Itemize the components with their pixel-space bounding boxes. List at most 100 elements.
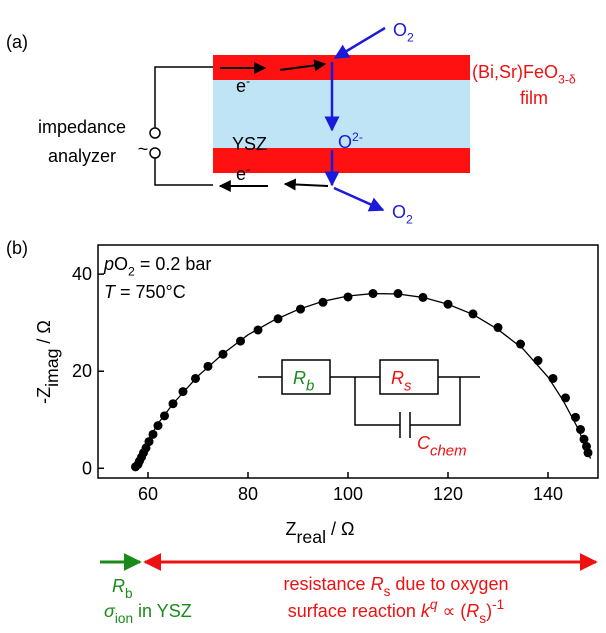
text-segment: (b) [6,238,28,258]
text-segment: k [421,601,431,621]
text-segment: ~ [138,139,149,159]
label: O2- [338,130,363,152]
electron-arrows [218,59,329,192]
text-segment: real [297,527,326,547]
text-segment: O [393,20,407,40]
text-segment: b [125,586,133,601]
x-tick-label: 120 [433,484,463,504]
circuit [258,359,480,438]
x-tick-label: 140 [533,484,563,504]
text-segment: -Z [34,387,54,404]
text-segment: - [246,162,250,176]
oxygen-arrows [324,26,386,212]
text-segment: = 750°C [115,282,186,302]
label: Cchem [417,433,467,460]
wire [154,66,213,186]
text-segment: Z [286,519,297,539]
label: e- [236,74,250,96]
label: e- [236,162,250,184]
text-segment: R [112,576,125,596]
text-segment: ) [486,601,492,621]
label: YSZ [232,134,267,154]
label: Zreal / Ω [286,519,355,547]
text-segment: imag [42,349,62,387]
text-segment: (Bi,Sr)FeO [472,62,558,82]
label: O2 [393,20,414,44]
y-tick-label: 20 [72,361,92,381]
label: impedance [38,117,126,137]
label: (b) [6,238,28,258]
data-point [576,424,585,434]
text-segment: chem [430,443,467,460]
text-segment: surface reaction [288,601,421,621]
data-point [343,292,353,302]
y-tick-label: 0 [82,458,92,478]
text-segment: e [236,76,246,96]
text-segment: p [103,254,114,274]
plot-frame [97,244,599,479]
y-tick-label: 40 [72,264,92,284]
x-tick-label: 60 [138,484,158,504]
data-point [516,339,525,349]
x-tick-label: 100 [333,484,363,504]
label: resistance Rs due to oxygen [284,574,509,599]
text-segment: R [293,368,306,388]
text-segment: O [338,132,352,152]
label: surface reaction kq ∝ (Rs)-1 [288,597,504,626]
text-segment: (a) [6,32,28,52]
text-segment: R [466,601,479,621]
label: T = 750°C [104,282,186,302]
terminal [149,127,161,139]
fit-line [134,292,592,469]
label: Rb [293,368,314,395]
label: Rb [112,576,133,601]
data-point [561,393,570,403]
text-segment: q [430,597,438,612]
text-segment: ∝ ( [437,601,466,621]
bottom-film [213,148,470,173]
label: σion in YSZ [104,601,192,626]
data-point [533,356,543,366]
text-segment: / Ω [326,519,354,539]
text-segment: = 0.2 bar [135,254,212,274]
text-segment: R [391,368,404,388]
text-segment: s [404,378,412,395]
label: (a) [6,32,28,52]
text-segment: T [104,282,117,302]
text-segment: impedance [38,117,126,137]
text-segment: R [371,574,384,594]
text-segment: YSZ [232,134,267,154]
x-tick-label: 80 [238,484,258,504]
text-segment: s [479,611,486,626]
text-segment: s [384,584,391,599]
text-segment: 3-δ [558,72,576,86]
text-segment: C [417,433,431,453]
text-segment: in YSZ [133,601,192,621]
text-segment: film [520,88,548,108]
label: film [520,88,548,108]
text-segment: 2 [406,212,413,226]
text-segment: 2 [128,264,135,278]
text-segment: O [114,254,128,274]
label: (Bi,Sr)FeO3-δ [472,62,576,86]
text-segment: analyzer [48,146,116,166]
text-segment: σ [104,601,116,621]
text-segment: 2 [407,30,414,44]
text-segment: / Ω [34,320,54,348]
label: ~ [138,139,149,159]
text-segment: 2- [352,130,363,144]
label: Rs [391,368,412,395]
text-segment: b [306,378,314,395]
data-point [548,373,558,383]
data-point [493,323,503,333]
label: pO2 = 0.2 bar [103,254,211,278]
data-point [318,297,328,307]
text-segment: -1 [492,597,504,612]
label: analyzer [48,146,116,166]
cell-diagram [149,26,470,212]
text-segment: O [392,202,406,222]
label: -Zimag / Ω [34,320,62,404]
text-segment: due to oxygen [390,574,508,594]
ysz-layer [213,80,470,148]
